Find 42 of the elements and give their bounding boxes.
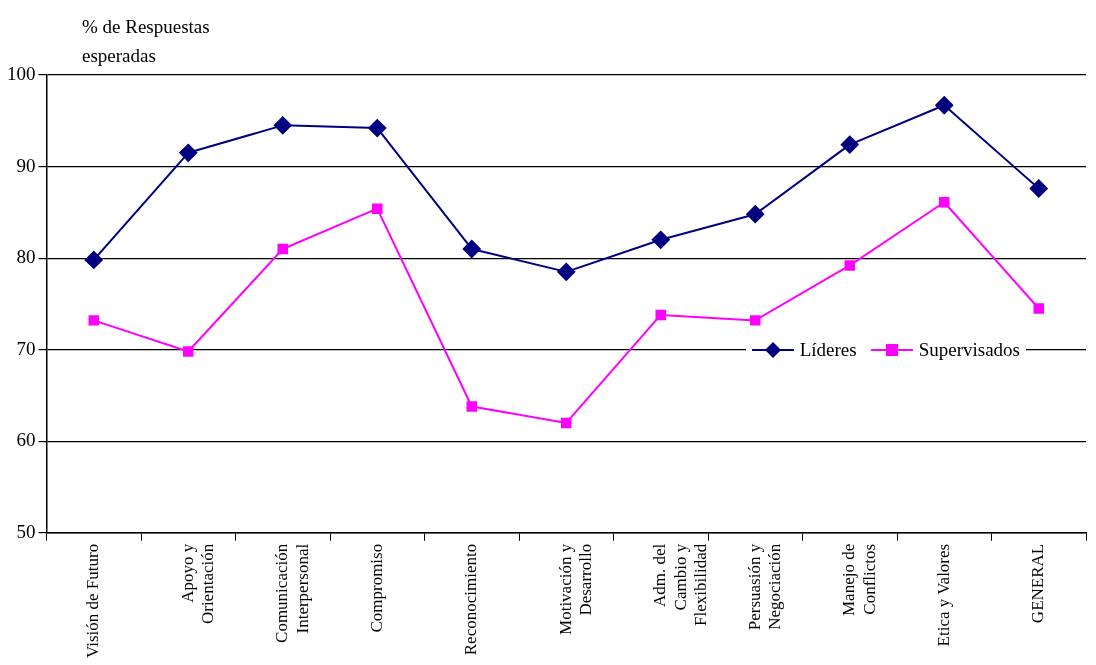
x-tick-label: GENERAL xyxy=(1028,543,1048,624)
point xyxy=(466,401,477,412)
point xyxy=(746,205,765,224)
x-tick-label: Motivación y Desarrollo xyxy=(555,543,596,635)
point xyxy=(651,230,670,249)
point xyxy=(840,135,859,154)
point xyxy=(84,250,103,269)
point xyxy=(1033,303,1044,314)
point xyxy=(557,262,576,281)
y-tick-label: 80 xyxy=(16,246,36,268)
y-tick-label: 60 xyxy=(16,429,36,451)
legend-label: Supervisados xyxy=(918,339,1020,361)
point xyxy=(372,203,383,214)
y-tick-label: 70 xyxy=(16,337,36,359)
point xyxy=(462,239,481,258)
point xyxy=(368,119,387,138)
x-tick-label: Persuasión y Negociación xyxy=(744,543,785,631)
x-tick-label: Manejo de Conflictos xyxy=(839,543,879,617)
point xyxy=(844,260,855,271)
x-tick-label: Apoyo y Orientación xyxy=(177,543,218,625)
x-tick-label: Comunicación Interpersonal xyxy=(272,543,312,643)
point xyxy=(655,309,666,321)
point xyxy=(1029,179,1048,198)
point xyxy=(277,243,288,255)
y-axis-title: % de Respuestas esperadas xyxy=(82,15,211,68)
point xyxy=(273,116,292,135)
point xyxy=(935,96,954,115)
y-tick-label: 90 xyxy=(16,154,36,176)
y-tick-label: 50 xyxy=(16,520,36,542)
y-tick-label: 100 xyxy=(7,62,36,84)
legend-label: Líderes xyxy=(799,339,857,361)
x-tick-label: Adm. del Cambio y Flexibilidad xyxy=(650,543,711,626)
point xyxy=(88,315,99,326)
point xyxy=(939,197,950,208)
x-tick-label: Reconocimiento xyxy=(461,543,481,656)
x-tick-label: Etica y Valores xyxy=(933,543,953,647)
point xyxy=(179,143,198,162)
point xyxy=(750,315,761,326)
point xyxy=(561,417,572,429)
x-tick-label: Visión de Futuro xyxy=(83,543,103,658)
point xyxy=(183,346,194,357)
x-tick-label: Compromiso xyxy=(366,543,386,633)
